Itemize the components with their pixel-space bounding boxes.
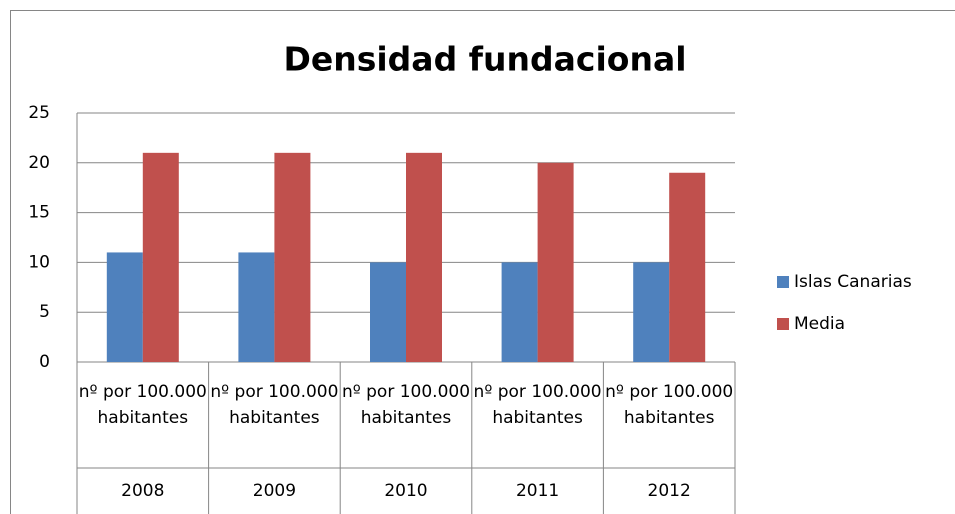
y-tick-label: 5	[39, 302, 50, 322]
legend-swatch	[777, 318, 789, 330]
chart-title: Densidad fundacional	[283, 40, 686, 79]
x-tick-label: nº por 100.000 habitantes	[473, 382, 602, 428]
x-tick-label: nº por 100.000 habitantes	[210, 382, 339, 428]
x-tick-label: nº por 100.000 habitantes	[78, 382, 207, 428]
y-tick-label: 25	[28, 103, 50, 123]
legend-label: Media	[794, 314, 845, 334]
bar	[633, 262, 670, 362]
x-group-label: 2008	[121, 481, 165, 501]
x-tick-label: nº por 100.000 habitantes	[605, 382, 734, 428]
bar	[501, 262, 538, 362]
legend-label: Islas Canarias	[794, 272, 912, 292]
bar	[238, 252, 275, 362]
y-tick-label: 15	[28, 203, 50, 223]
bar	[274, 152, 311, 362]
x-group-label: 2010	[384, 481, 428, 501]
x-group-label: 2009	[252, 481, 297, 501]
y-tick-label: 10	[28, 252, 50, 272]
bar	[106, 252, 143, 362]
x-group-label: 2011	[515, 481, 560, 501]
y-tick-label: 0	[39, 352, 50, 372]
x-group-label: 2012	[647, 481, 691, 501]
bar	[142, 152, 179, 362]
y-tick-label: 20	[28, 153, 50, 173]
bar	[406, 152, 442, 362]
x-tick-label: nº por 100.000 habitantes	[341, 382, 471, 428]
bar	[537, 162, 574, 362]
bar	[669, 172, 706, 362]
bar	[370, 262, 406, 362]
legend-swatch	[777, 276, 789, 288]
